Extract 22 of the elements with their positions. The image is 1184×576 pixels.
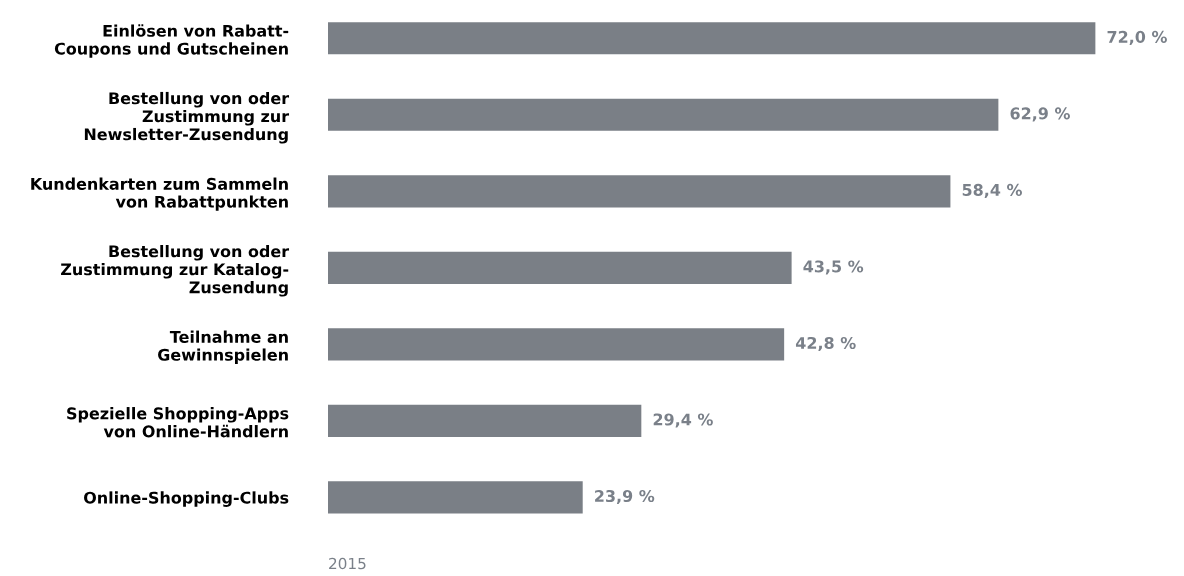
data-label: 43,5 %	[803, 260, 864, 275]
data-label: 72,0 %	[1107, 30, 1167, 45]
y-tick-label: Spezielle Shopping-Apps von Online-Händlern	[67, 407, 289, 438]
bar	[327, 328, 785, 361]
y-tick-label: Online-Shopping-Clubs	[84, 491, 289, 507]
y-tick-label: Einlösen von Rabatt- Coupons und Gutscheinen	[54, 24, 289, 58]
bar	[327, 251, 792, 284]
y-tick-label: Kundenkarten zum Sammeln von Rabattpunkten	[31, 177, 288, 211]
y-tick-label: Teilnahme an Gewinnspielen	[158, 330, 288, 364]
text: 2015	[329, 557, 366, 570]
y-tick-label: Bestellung von oder Zustimmung zur Katalog- Zusendung	[61, 244, 290, 297]
data-label: 62,9 %	[1010, 107, 1070, 122]
y-tick-label: Bestellung von oder Zustimmung zur Newsletter-Zusendung	[84, 91, 290, 144]
bar	[327, 481, 583, 514]
data-label: 29,4 %	[653, 413, 713, 428]
data-label: 58,4 %	[962, 183, 1022, 198]
bar	[327, 98, 999, 131]
bar	[327, 22, 1096, 55]
bar	[327, 175, 951, 208]
data-label: 23,9 %	[595, 489, 655, 505]
bar	[327, 404, 642, 437]
data-label: 42,8 %	[795, 336, 856, 352]
